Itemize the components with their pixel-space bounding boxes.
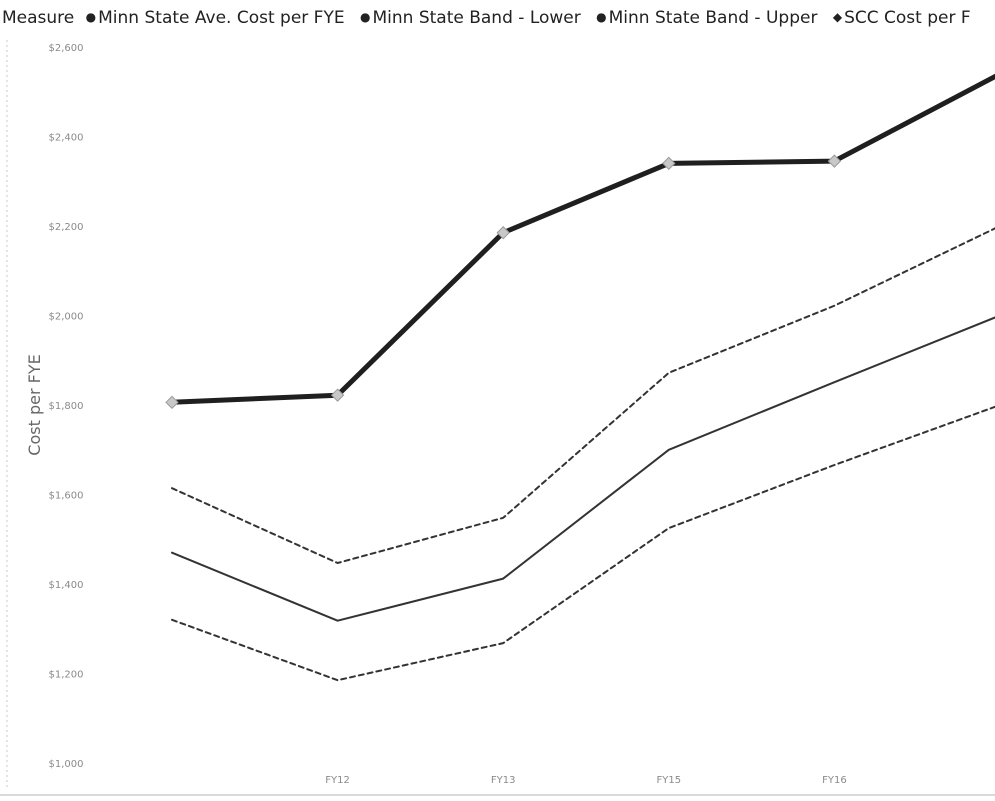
legend-title: Measure xyxy=(2,8,75,28)
legend-item-minn-state-ave[interactable]: ● Minn State Ave. Cost per FYE xyxy=(86,8,350,28)
x-tick-label: FY15 xyxy=(657,775,682,786)
legend-marker-circle-icon: ● xyxy=(360,10,371,24)
legend-item-band-upper[interactable]: ● Minn State Band - Upper xyxy=(596,8,823,28)
legend-label: SCC Cost per F xyxy=(844,8,971,28)
y-tick-label: $2,600 xyxy=(49,43,84,54)
legend-item-scc-cost[interactable]: ◆ SCC Cost per F xyxy=(833,8,971,28)
chart-legend: Measure ● Minn State Ave. Cost per FYE ● M… xyxy=(2,8,995,34)
y-tick-label: $2,400 xyxy=(49,133,84,144)
x-tick-label: FY16 xyxy=(822,775,847,786)
series-line-minn-state-ave-cost-per-fye[interactable] xyxy=(171,316,995,622)
legend-label: Minn State Band - Upper xyxy=(608,8,818,28)
data-point-marker[interactable] xyxy=(496,226,510,240)
axis-layer: $1,000 $1,200 $1,400 $1,600 $1,800 $2,000 $2,2… xyxy=(0,40,995,796)
legend-item-band-lower[interactable]: ● Minn State Band - Lower xyxy=(360,8,586,28)
y-tick-label: $1,800 xyxy=(49,401,84,412)
legend-marker-circle-icon: ● xyxy=(596,10,607,24)
legend-label: Minn State Ave. Cost per FYE xyxy=(98,8,345,28)
legend-marker-circle-icon: ● xyxy=(85,10,97,24)
y-tick-label: $1,000 xyxy=(49,759,84,770)
data-point-marker[interactable] xyxy=(330,388,345,402)
y-axis-label: Cost per FYE xyxy=(25,354,44,455)
x-tick-label: FY13 xyxy=(491,775,516,786)
series-line-minn-state-band-upper[interactable] xyxy=(171,226,995,564)
series-line-scc-cost-per-f[interactable] xyxy=(169,73,995,405)
legend-label: Minn State Band - Lower xyxy=(372,8,581,28)
series-layer xyxy=(169,73,995,682)
y-tick-label: $1,400 xyxy=(49,580,84,591)
legend-marker-diamond-icon: ◆ xyxy=(832,10,843,24)
y-tick-label: $1,200 xyxy=(49,670,84,681)
data-point-marker[interactable] xyxy=(662,156,676,171)
y-tick-label: $2,000 xyxy=(49,312,84,323)
series-line-minn-state-band-lower[interactable] xyxy=(171,405,995,682)
y-tick-label: $2,200 xyxy=(49,222,84,233)
data-point-marker[interactable] xyxy=(827,154,842,168)
data-point-marker[interactable] xyxy=(165,395,179,410)
x-tick-label: FY12 xyxy=(325,775,350,786)
marker-layer xyxy=(165,154,842,410)
y-tick-label: $1,600 xyxy=(49,491,84,502)
